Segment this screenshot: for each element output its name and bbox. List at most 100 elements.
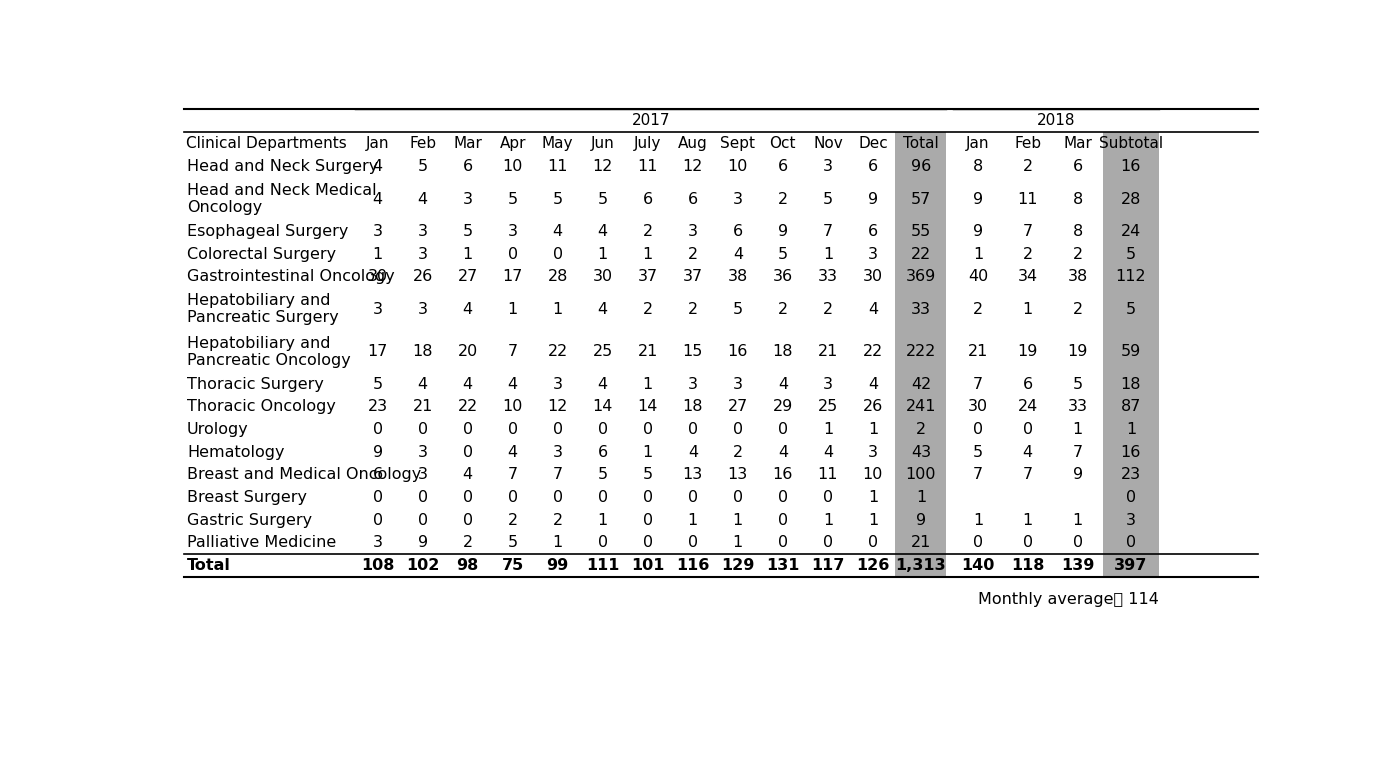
- Text: 1: 1: [1072, 513, 1082, 528]
- Text: 111: 111: [587, 558, 619, 573]
- Text: Jan: Jan: [966, 136, 990, 151]
- Text: 0: 0: [643, 422, 652, 437]
- Text: 0: 0: [1023, 536, 1033, 550]
- Text: Pancreatic Oncology: Pancreatic Oncology: [188, 353, 350, 367]
- Text: 3: 3: [417, 247, 427, 262]
- Text: 5: 5: [508, 192, 518, 206]
- Text: 75: 75: [501, 558, 524, 573]
- Text: 112: 112: [1116, 270, 1147, 284]
- Bar: [1103, 220, 1159, 243]
- Text: 30: 30: [862, 270, 883, 284]
- Text: May: May: [542, 136, 574, 151]
- Text: 6: 6: [732, 224, 743, 239]
- Text: 3: 3: [417, 445, 427, 460]
- Text: Oct: Oct: [770, 136, 797, 151]
- Text: Gastrointestinal Oncology: Gastrointestinal Oncology: [188, 270, 395, 284]
- Text: 9: 9: [417, 536, 428, 550]
- Text: 4: 4: [553, 224, 563, 239]
- Bar: [1103, 396, 1159, 418]
- Text: 22: 22: [911, 247, 931, 262]
- Text: 3: 3: [372, 302, 382, 317]
- Text: 1: 1: [643, 445, 652, 460]
- Text: 59: 59: [1121, 345, 1141, 359]
- Text: 26: 26: [413, 270, 433, 284]
- Text: 17: 17: [367, 345, 388, 359]
- Text: 0: 0: [598, 536, 608, 550]
- Text: 3: 3: [868, 445, 878, 460]
- Text: 1: 1: [868, 422, 878, 437]
- Text: 9: 9: [973, 224, 983, 239]
- Text: 5: 5: [508, 536, 518, 550]
- Text: 2018: 2018: [1037, 113, 1075, 128]
- Bar: [896, 288, 946, 331]
- Text: Total: Total: [903, 136, 939, 151]
- Text: 4: 4: [598, 224, 608, 239]
- Text: 4: 4: [462, 377, 473, 392]
- Text: 1: 1: [687, 513, 699, 528]
- Text: 57: 57: [911, 192, 931, 206]
- Text: 6: 6: [778, 159, 788, 174]
- Text: 3: 3: [732, 377, 743, 392]
- Text: 2: 2: [508, 513, 518, 528]
- Text: 40: 40: [967, 270, 988, 284]
- Text: 1: 1: [508, 302, 518, 317]
- Text: 0: 0: [687, 422, 697, 437]
- Text: 9: 9: [868, 192, 878, 206]
- Bar: [1103, 441, 1159, 464]
- Text: 7: 7: [973, 468, 983, 482]
- Text: 10: 10: [862, 468, 883, 482]
- Text: 108: 108: [361, 558, 395, 573]
- Text: 1: 1: [1126, 422, 1135, 437]
- Text: Breast Surgery: Breast Surgery: [188, 490, 307, 505]
- Text: Mar: Mar: [454, 136, 482, 151]
- Text: 0: 0: [1072, 536, 1082, 550]
- Text: 6: 6: [598, 445, 608, 460]
- Bar: [896, 532, 946, 554]
- Text: Monthly average： 114: Monthly average： 114: [979, 591, 1159, 607]
- Text: 24: 24: [1018, 400, 1037, 414]
- Text: 5: 5: [778, 247, 788, 262]
- Text: 38: 38: [1068, 270, 1088, 284]
- Text: 8: 8: [1072, 192, 1082, 206]
- Bar: [1103, 131, 1159, 155]
- Text: 37: 37: [683, 270, 703, 284]
- Bar: [896, 554, 946, 577]
- Text: 0: 0: [417, 513, 428, 528]
- Text: Sept: Sept: [721, 136, 756, 151]
- Bar: [896, 131, 946, 155]
- Text: 1: 1: [823, 247, 833, 262]
- Text: 11: 11: [547, 159, 568, 174]
- Text: Subtotal: Subtotal: [1099, 136, 1163, 151]
- Text: 2: 2: [823, 302, 833, 317]
- Text: 3: 3: [1126, 513, 1135, 528]
- Text: 15: 15: [683, 345, 703, 359]
- Text: 241: 241: [906, 400, 937, 414]
- Text: 0: 0: [778, 536, 788, 550]
- Text: 16: 16: [773, 468, 792, 482]
- Text: 5: 5: [1072, 377, 1082, 392]
- Bar: [1103, 155, 1159, 178]
- Text: 37: 37: [638, 270, 658, 284]
- Text: 0: 0: [553, 247, 563, 262]
- Text: 4: 4: [823, 445, 833, 460]
- Text: 3: 3: [372, 536, 382, 550]
- Text: 6: 6: [372, 468, 382, 482]
- Text: 0: 0: [778, 513, 788, 528]
- Text: Nov: Nov: [813, 136, 843, 151]
- Text: 129: 129: [721, 558, 755, 573]
- Text: 87: 87: [1120, 400, 1141, 414]
- Text: 42: 42: [911, 377, 931, 392]
- Text: 6: 6: [643, 192, 652, 206]
- Text: 9: 9: [973, 192, 983, 206]
- Text: Esophageal Surgery: Esophageal Surgery: [188, 224, 349, 239]
- Text: 6: 6: [687, 192, 697, 206]
- Text: 20: 20: [458, 345, 477, 359]
- Text: 11: 11: [1018, 192, 1037, 206]
- Text: 2: 2: [732, 445, 743, 460]
- Text: 1: 1: [973, 247, 983, 262]
- Text: 0: 0: [598, 422, 608, 437]
- Bar: [896, 441, 946, 464]
- Text: 7: 7: [553, 468, 563, 482]
- Text: 1: 1: [732, 536, 743, 550]
- Text: Breast and Medical Oncology: Breast and Medical Oncology: [188, 468, 421, 482]
